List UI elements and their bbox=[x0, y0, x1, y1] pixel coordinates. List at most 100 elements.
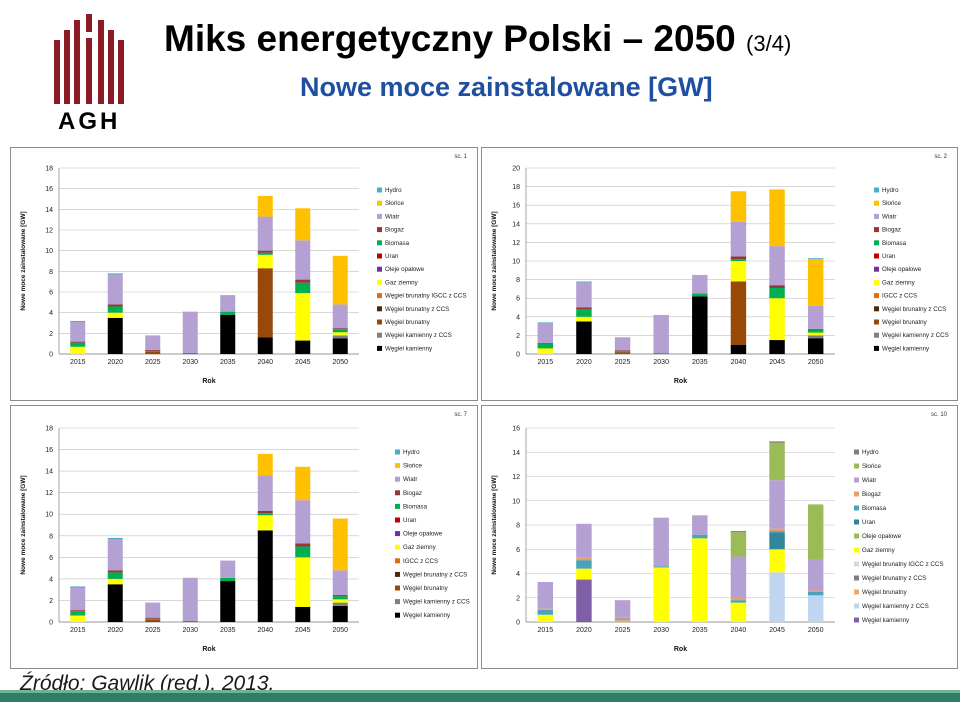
legend-swatch bbox=[377, 240, 382, 246]
bar-segment bbox=[70, 611, 86, 616]
legend-label: Uran bbox=[403, 517, 417, 524]
bar-segment bbox=[295, 293, 311, 341]
legend-swatch bbox=[395, 449, 400, 455]
bar-segment bbox=[769, 549, 785, 573]
x-axis-label: Rok bbox=[202, 646, 215, 653]
bar-segment bbox=[537, 581, 554, 609]
legend-swatch bbox=[854, 505, 859, 511]
legend-label: Oleje opałowe bbox=[862, 533, 902, 540]
bar-segment bbox=[145, 619, 161, 622]
y-tick-label: 12 bbox=[45, 490, 53, 497]
bar-segment bbox=[769, 287, 785, 299]
bar-segment bbox=[257, 453, 273, 476]
bar-segment bbox=[220, 314, 236, 354]
legend-swatch bbox=[854, 561, 859, 567]
bar-segment bbox=[576, 557, 592, 561]
page-title: Miks energetyczny Polski – 2050 (3/4) bbox=[164, 18, 791, 60]
bar-segment bbox=[576, 307, 592, 310]
bar-segment bbox=[295, 546, 311, 558]
bar-segment bbox=[332, 328, 348, 330]
bar-segment bbox=[614, 351, 631, 353]
legend-swatch bbox=[377, 213, 382, 219]
bar-segment bbox=[257, 250, 273, 253]
legend-label: Biomasa bbox=[882, 240, 907, 247]
bar-segment bbox=[653, 567, 669, 622]
legend-swatch bbox=[874, 213, 879, 219]
y-tick-label: 16 bbox=[512, 203, 520, 210]
bar-segment bbox=[769, 285, 785, 288]
legend-label: Hydro bbox=[862, 449, 879, 456]
legend-swatch bbox=[377, 253, 382, 259]
scenario-label: sc. 7 bbox=[454, 412, 467, 418]
bar-segment bbox=[614, 352, 631, 354]
bar-segment bbox=[576, 560, 592, 569]
bar-segment bbox=[730, 261, 747, 282]
legend-label: Oleje opałowe bbox=[882, 266, 922, 273]
legend-label: Węgiel kamienny bbox=[403, 612, 451, 619]
legend-swatch bbox=[874, 279, 879, 285]
x-tick-label: 2025 bbox=[145, 359, 161, 366]
x-tick-label: 2035 bbox=[692, 627, 708, 634]
legend-swatch bbox=[854, 575, 859, 581]
bar-segment bbox=[769, 441, 785, 443]
x-tick-label: 2025 bbox=[145, 627, 161, 634]
y-tick-label: 14 bbox=[512, 450, 520, 457]
legend-label: Węgiel brunatny bbox=[882, 319, 928, 326]
legend-swatch bbox=[395, 463, 400, 469]
x-tick-label: 2045 bbox=[295, 359, 311, 366]
legend-label: Węgiel brunatny bbox=[862, 589, 908, 596]
legend-label: Węgiel kamienny z CCS bbox=[862, 603, 929, 610]
legend-swatch bbox=[874, 253, 879, 259]
chart-svg: sc. 10 0 2 4 6 8 10 12 14 16 Nowe moce zainstalowa… bbox=[491, 412, 948, 653]
bar-segment bbox=[332, 518, 348, 571]
bar-segment bbox=[107, 274, 123, 305]
legend-swatch bbox=[874, 200, 879, 206]
legend-swatch bbox=[854, 449, 859, 455]
y-tick-label: 8 bbox=[49, 533, 53, 540]
legend-swatch bbox=[377, 279, 382, 285]
bar-segment bbox=[295, 208, 311, 241]
page-title-suffix: (3/4) bbox=[746, 31, 792, 56]
legend-label: IGCC z CCS bbox=[403, 558, 438, 565]
y-tick-label: 4 bbox=[49, 310, 53, 317]
y-tick-label: 16 bbox=[45, 447, 53, 454]
y-tick-label: 20 bbox=[512, 166, 520, 173]
y-tick-label: 4 bbox=[49, 576, 53, 583]
bar-segment bbox=[730, 531, 747, 533]
legend-swatch bbox=[854, 603, 859, 609]
legend-label: Wiatr bbox=[862, 477, 876, 484]
bar-segment bbox=[576, 309, 592, 317]
legend-label: Węgiel kamienny bbox=[862, 617, 910, 624]
bar-segment bbox=[70, 342, 86, 347]
x-tick-label: 2015 bbox=[70, 359, 86, 366]
bar-segment bbox=[70, 586, 86, 588]
bar-segment bbox=[220, 311, 236, 315]
legend-swatch bbox=[395, 544, 400, 550]
y-tick-label: 2 bbox=[516, 595, 520, 602]
legend-label: Węgiel kamienny bbox=[882, 345, 930, 352]
bar-segment bbox=[145, 618, 161, 620]
bar-segment bbox=[257, 515, 273, 531]
bar-segment bbox=[807, 305, 824, 329]
bar-segment bbox=[220, 577, 236, 582]
bar-segment bbox=[537, 609, 554, 615]
legend-label: Wiatr bbox=[385, 213, 399, 220]
bar-segment bbox=[807, 590, 824, 592]
legend-swatch bbox=[854, 533, 859, 539]
bar-segment bbox=[807, 329, 824, 333]
x-tick-label: 2020 bbox=[576, 627, 592, 634]
scenario-label: sc. 2 bbox=[934, 154, 947, 160]
legend-swatch bbox=[854, 463, 859, 469]
x-tick-label: 2025 bbox=[615, 359, 631, 366]
y-tick-label: 2 bbox=[49, 331, 53, 338]
bar-segment bbox=[537, 323, 554, 343]
x-axis-label: Rok bbox=[674, 646, 687, 653]
bar-segment bbox=[807, 595, 824, 622]
bar-segment bbox=[107, 537, 123, 540]
y-tick-label: 4 bbox=[516, 314, 520, 321]
legend-swatch bbox=[874, 240, 879, 246]
scenario-label: sc. 1 bbox=[454, 154, 467, 160]
legend-label: Gaz ziemny bbox=[862, 547, 896, 554]
bar-segment bbox=[576, 568, 592, 580]
bar-segment bbox=[295, 543, 311, 547]
